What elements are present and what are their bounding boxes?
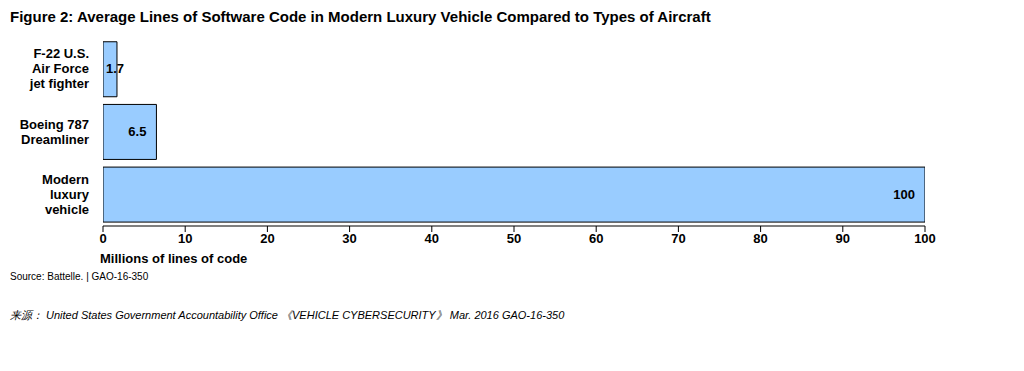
svg-text:20: 20 (260, 231, 274, 246)
svg-text:1.7: 1.7 (106, 61, 124, 76)
svg-text:100: 100 (893, 187, 915, 202)
html-text:Source: Battelle. | GAO-16-350: Source: Battelle. | GAO-16-350 (10, 271, 149, 282)
svg-text:10: 10 (178, 231, 192, 246)
svg-text:90: 90 (836, 231, 850, 246)
html-text:Figure 2: Average Lines of Sof: Figure 2: Average Lines of Software Code… (10, 8, 711, 25)
svg-text:F-22 U.S.Air Forcejet fighter: F-22 U.S.Air Forcejet fighter (29, 46, 89, 91)
svg-text:Modernluxuryvehicle: Modernluxuryvehicle (42, 172, 90, 217)
html-text:来源： United States Government A: 来源： United States Government Accountabil… (10, 309, 565, 321)
svg-text:30: 30 (342, 231, 356, 246)
svg-text:40: 40 (425, 231, 439, 246)
svg-text:70: 70 (671, 231, 685, 246)
svg-text:60: 60 (589, 231, 603, 246)
svg-text:80: 80 (753, 231, 767, 246)
svg-text:100: 100 (914, 231, 936, 246)
svg-text:50: 50 (507, 231, 521, 246)
svg-text:0: 0 (99, 231, 106, 246)
svg-text:6.5: 6.5 (128, 124, 146, 139)
html-text:Millions of lines of code: Millions of lines of code (100, 251, 248, 266)
svg-text:Boeing 787Dreamliner: Boeing 787Dreamliner (20, 117, 89, 147)
